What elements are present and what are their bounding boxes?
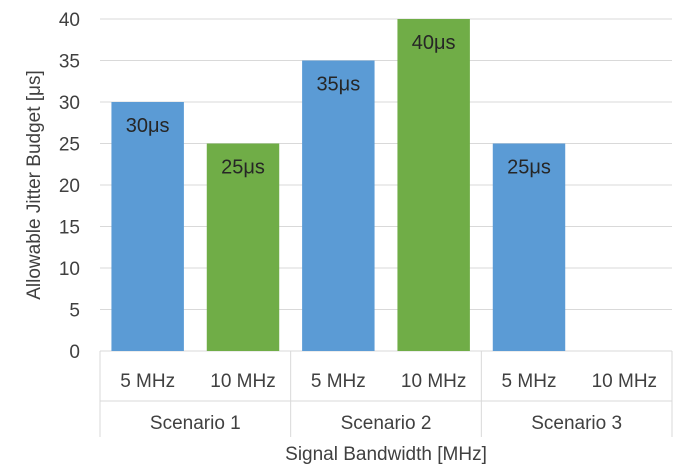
x-axis-title: Signal Bandwidth [MHz] bbox=[285, 444, 487, 465]
y-tick-label: 0 bbox=[69, 342, 80, 363]
x-category-label: 5 MHz bbox=[502, 371, 557, 392]
y-tick-label: 20 bbox=[59, 176, 80, 197]
y-axis-title: Allowable Jitter Budget [μs] bbox=[24, 70, 45, 300]
bar bbox=[302, 60, 375, 351]
bar bbox=[397, 19, 470, 351]
y-tick-label: 35 bbox=[59, 52, 80, 73]
x-axis-categories: 5 MHz 10 MHz 5 MHz 10 MHz 5 MHz 10 MHz bbox=[120, 371, 657, 392]
x-category-label: 10 MHz bbox=[592, 371, 657, 392]
x-group-label: Scenario 2 bbox=[341, 413, 432, 434]
data-label: 35μs bbox=[316, 74, 360, 96]
y-tick-label: 40 bbox=[59, 10, 80, 31]
data-label: 25μs bbox=[507, 157, 551, 179]
gridlines bbox=[100, 18, 672, 352]
bar bbox=[111, 102, 184, 351]
bars bbox=[111, 19, 566, 351]
x-category-label: 5 MHz bbox=[311, 371, 366, 392]
bar bbox=[492, 143, 566, 351]
y-tick-label: 10 bbox=[59, 259, 80, 280]
y-tick-label: 25 bbox=[59, 135, 80, 156]
x-category-label: 5 MHz bbox=[120, 371, 175, 392]
bar bbox=[206, 143, 280, 351]
x-category-label: 10 MHz bbox=[210, 371, 275, 392]
data-label: 30μs bbox=[126, 115, 170, 137]
data-labels: 30μs 25μs 35μs 40μs 25μs bbox=[126, 32, 551, 179]
x-group-label: Scenario 3 bbox=[531, 413, 622, 434]
x-category-label: 10 MHz bbox=[401, 371, 466, 392]
x-group-label: Scenario 1 bbox=[150, 413, 241, 434]
y-tick-label: 15 bbox=[59, 218, 80, 239]
data-label: 25μs bbox=[221, 157, 265, 179]
y-axis-ticks: 0 5 10 15 20 25 30 35 40 bbox=[59, 10, 80, 363]
data-label: 40μs bbox=[412, 32, 456, 54]
y-tick-label: 30 bbox=[59, 93, 80, 114]
x-axis-groups: Scenario 1 Scenario 2 Scenario 3 bbox=[99, 351, 673, 437]
y-tick-label: 5 bbox=[69, 301, 80, 322]
